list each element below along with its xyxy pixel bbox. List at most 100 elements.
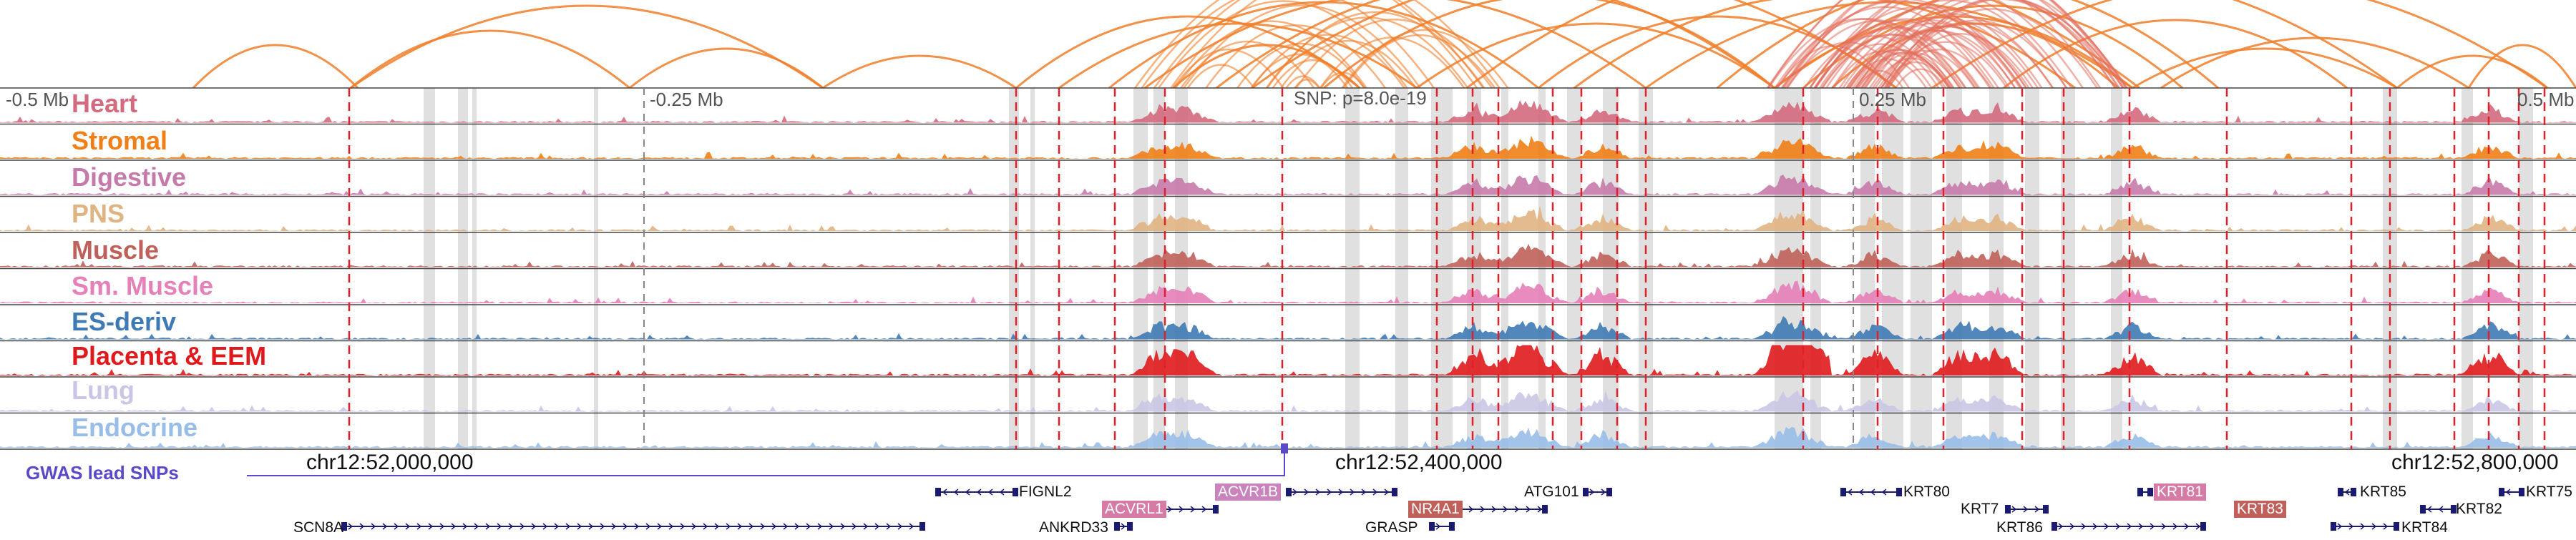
gene-strand-arrow: [611, 523, 617, 530]
gene-exon: [1127, 522, 1133, 531]
gene-strand-arrow: [863, 523, 869, 530]
gene-strand-arrow: [439, 523, 445, 530]
gene-exon: [1542, 505, 1548, 514]
gwas-connector-line: [247, 447, 1285, 476]
gene-strand-arrow: [1881, 489, 1887, 496]
gene-strand-arrow: [1870, 489, 1875, 496]
loop-arc: [1285, 75, 1321, 89]
loop-arc: [1180, 40, 1315, 89]
loop-arc: [1251, 34, 1405, 89]
gene-strand-arrow: [554, 523, 560, 530]
loop-arc: [1815, 0, 2120, 89]
gwas-snp-connector: [247, 443, 1288, 476]
gene-strand-arrow: [623, 523, 628, 530]
gene-exon: [1449, 522, 1455, 531]
gene-exon: [2519, 488, 2524, 496]
gene-strand-arrow: [760, 523, 766, 530]
gene-strand-arrow: [531, 523, 537, 530]
loop-arc: [1809, 0, 2084, 89]
gene-strand-arrow: [2371, 523, 2377, 530]
gene-strand-arrow: [2150, 523, 2155, 530]
gene-strand-arrow: [1537, 506, 1543, 513]
gene-exon: [1013, 488, 1018, 496]
gene-strand-arrow: [2360, 523, 2366, 530]
gene-strand-arrow: [2161, 523, 2167, 530]
gene-strand-arrow: [737, 523, 743, 530]
gene-exon: [935, 488, 941, 496]
gene-strand-arrow: [451, 523, 457, 530]
loop-arc: [1272, 59, 1354, 89]
gene-exon: [1392, 488, 1397, 496]
gene-strand-arrow: [1292, 489, 1298, 496]
gene-strand-arrow: [2348, 523, 2354, 530]
gene-exon: [1450, 505, 1456, 514]
loop-arc: [1848, 58, 1927, 89]
loop-arc: [1170, 0, 1501, 89]
loop-arc: [350, 4, 824, 89]
loop-arc: [1342, 34, 1496, 89]
gwas-snp-marker: [1281, 443, 1288, 453]
gene-strand-arrow: [1480, 506, 1485, 513]
gene-strand-arrow: [965, 489, 970, 496]
gene-strand-arrow: [976, 489, 982, 496]
loop-arc: [192, 44, 359, 89]
gene-strand-arrow: [2069, 523, 2075, 530]
gene-strand-arrow: [1350, 489, 1355, 496]
loop-arc: [1252, 0, 1897, 89]
dashed-marker-lines: [348, 88, 2546, 449]
loop-arc: [1216, 0, 1775, 89]
loop-arc: [1172, 48, 1284, 89]
gene-strand-arrow: [565, 523, 571, 530]
loop-arc: [1158, 0, 1408, 89]
gene-strand-arrow: [2081, 523, 2087, 530]
loop-arc: [1855, 51, 1951, 89]
gene-strand-arrow: [897, 523, 903, 530]
gene-exon: [1896, 488, 1902, 496]
gene-strand-arrow: [1327, 489, 1332, 496]
gene-strand-arrow: [588, 523, 594, 530]
loop-arc: [629, 47, 824, 89]
gene-strand-arrow: [680, 523, 686, 530]
gene-strand-arrow: [1384, 489, 1390, 496]
gene-strand-arrow: [852, 523, 857, 530]
signal-muscle: [0, 243, 2576, 267]
gene-strand-arrow: [999, 489, 1005, 496]
gene-exon: [2051, 522, 2057, 531]
loop-arc: [1869, 0, 2116, 89]
signal-pns: [0, 205, 2576, 231]
gene-strand-arrow: [714, 523, 720, 530]
gene-strand-arrow: [1514, 506, 1520, 513]
gene-strand-arrow: [953, 489, 959, 496]
gene-strand-arrow: [1503, 506, 1508, 513]
gene-strand-arrow: [668, 523, 674, 530]
gene-exon: [1429, 522, 1435, 531]
gene-strand-arrow: [1304, 489, 1309, 496]
loop-arc: [1862, 30, 2016, 89]
gene-strand-arrow: [2438, 506, 2444, 513]
loop-arc: [1236, 42, 1365, 89]
gene-strand-arrow: [2138, 523, 2144, 530]
loop-arc: [1825, 6, 2043, 89]
loop-arc: [1295, 19, 1493, 89]
gene-exon: [1213, 505, 1219, 514]
loop-arc: [1874, 49, 1976, 89]
gene-strand-arrow: [474, 523, 479, 530]
gene-strand-arrow: [2058, 523, 2064, 530]
loop-arc: [1880, 62, 1951, 89]
gene-exon: [2331, 522, 2336, 531]
signal-digestive: [0, 175, 2576, 195]
gene-strand-arrow: [2383, 523, 2389, 530]
gene-strand-arrow: [1179, 506, 1184, 513]
signal-placenta-eem: [0, 345, 2576, 375]
gene-strand-arrow: [359, 523, 365, 530]
gene-strand-arrow: [1121, 523, 1126, 530]
signal-lung: [0, 390, 2576, 412]
gene-strand-arrow: [987, 489, 993, 496]
gene-strand-arrow: [1190, 506, 1196, 513]
gene-strand-arrow: [1338, 489, 1344, 496]
gene-strand-arrow: [416, 523, 422, 530]
chromatin-loop-arcs: [192, 0, 2576, 89]
loop-arc: [1833, 50, 1933, 89]
loop-arc: [1538, 15, 1897, 89]
